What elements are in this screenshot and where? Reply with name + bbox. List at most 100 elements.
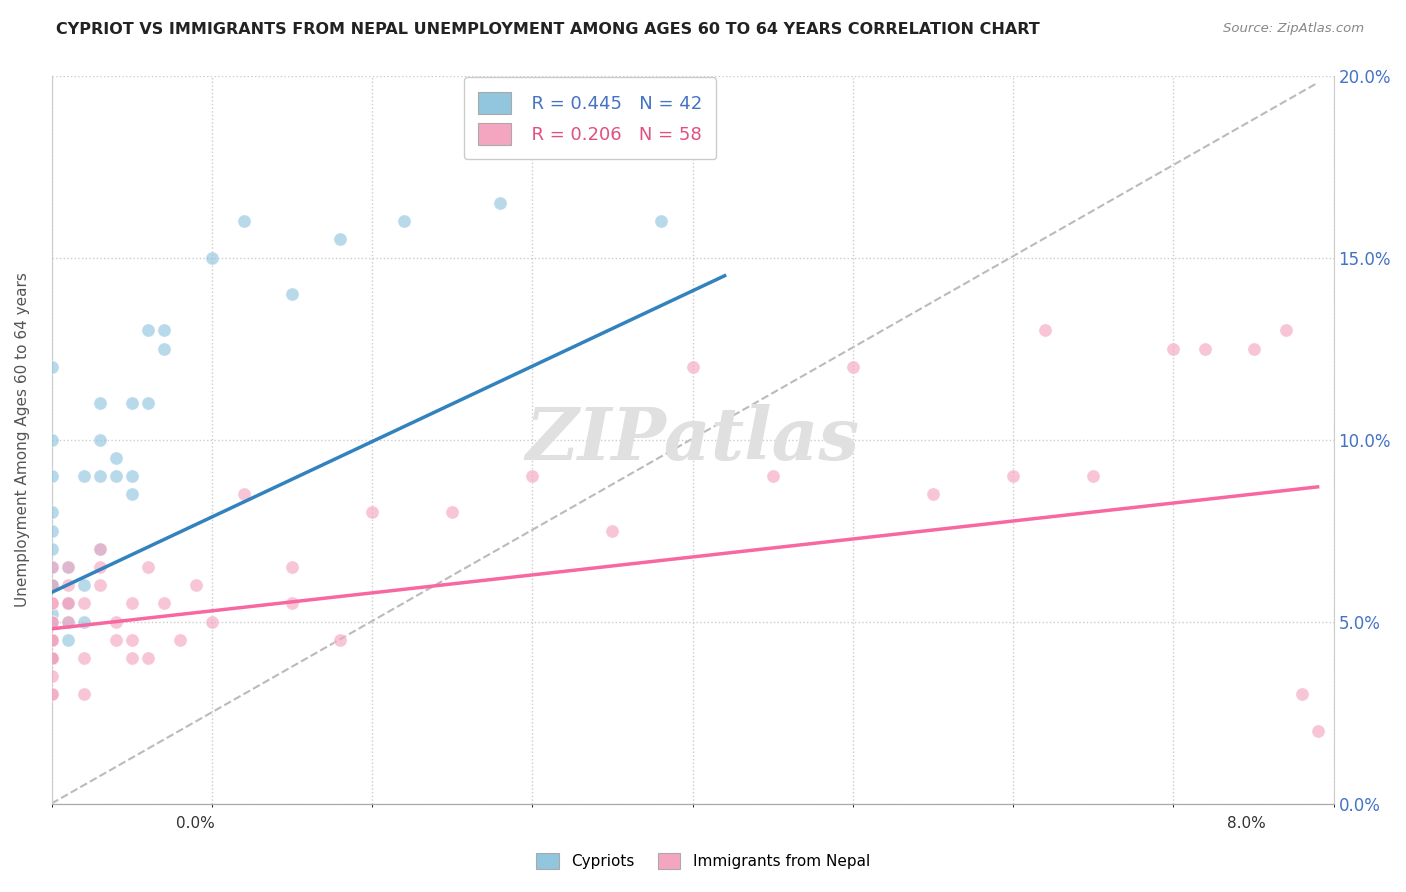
Point [281,287,304,301]
Point [281,560,304,574]
Point [41,541,63,556]
Point [41,524,63,538]
Point [232,487,254,501]
Point [89,560,111,574]
Point [56,560,79,574]
Point [1083,469,1105,483]
Point [1194,342,1216,356]
Point [136,560,159,574]
Point [41,578,63,592]
Point [1033,323,1056,337]
Text: ZIPatlas: ZIPatlas [526,404,859,475]
Point [489,195,512,210]
Point [72,469,94,483]
Point [136,323,159,337]
Point [201,251,224,265]
Point [1002,469,1025,483]
Point [121,396,143,410]
Point [89,541,111,556]
Point [232,214,254,228]
Point [1243,342,1265,356]
Point [41,560,63,574]
Point [72,615,94,629]
Point [89,578,111,592]
Point [41,687,63,701]
Point [121,469,143,483]
Point [152,596,174,610]
Point [1163,342,1185,356]
Text: Source: ZipAtlas.com: Source: ZipAtlas.com [1223,22,1364,36]
Point [121,596,143,610]
Point [441,505,464,519]
Point [104,469,127,483]
Point [89,469,111,483]
Point [329,632,352,647]
Point [41,651,63,665]
Point [922,487,945,501]
Point [41,615,63,629]
Point [41,651,63,665]
Point [392,214,415,228]
Point [41,596,63,610]
Point [201,615,224,629]
Point [104,450,127,465]
Legend:   R = 0.445   N = 42,   R = 0.206   N = 58: R = 0.445 N = 42, R = 0.206 N = 58 [464,78,716,160]
Point [121,651,143,665]
Point [104,632,127,647]
Point [602,524,624,538]
Point [41,632,63,647]
Point [41,669,63,683]
Point [169,632,191,647]
Point [1306,723,1329,738]
Point [1291,687,1313,701]
Point [41,651,63,665]
Point [650,214,672,228]
Point [152,342,174,356]
Point [762,469,785,483]
Point [41,578,63,592]
Point [41,607,63,622]
Point [89,433,111,447]
Point [41,469,63,483]
Point [522,469,544,483]
Point [329,232,352,246]
Point [56,596,79,610]
Point [682,359,704,374]
Point [41,578,63,592]
Point [41,651,63,665]
Point [136,651,159,665]
Point [1274,323,1296,337]
Point [41,433,63,447]
Text: 0.0%: 0.0% [176,816,215,831]
Point [41,632,63,647]
Point [281,596,304,610]
Point [72,687,94,701]
Point [121,487,143,501]
Point [72,651,94,665]
Point [72,596,94,610]
Point [56,596,79,610]
Point [72,578,94,592]
Legend: Cypriots, Immigrants from Nepal: Cypriots, Immigrants from Nepal [530,847,876,875]
Point [56,596,79,610]
Text: CYPRIOT VS IMMIGRANTS FROM NEPAL UNEMPLOYMENT AMONG AGES 60 TO 64 YEARS CORRELAT: CYPRIOT VS IMMIGRANTS FROM NEPAL UNEMPLO… [56,22,1040,37]
Point [842,359,865,374]
Point [41,651,63,665]
Point [41,505,63,519]
Text: 8.0%: 8.0% [1226,816,1265,831]
Point [41,651,63,665]
Point [41,632,63,647]
Y-axis label: Unemployment Among Ages 60 to 64 years: Unemployment Among Ages 60 to 64 years [15,272,30,607]
Point [89,396,111,410]
Point [121,632,143,647]
Point [56,632,79,647]
Point [41,687,63,701]
Point [104,615,127,629]
Point [56,578,79,592]
Point [41,596,63,610]
Point [361,505,384,519]
Point [152,323,174,337]
Point [41,615,63,629]
Point [89,541,111,556]
Point [41,560,63,574]
